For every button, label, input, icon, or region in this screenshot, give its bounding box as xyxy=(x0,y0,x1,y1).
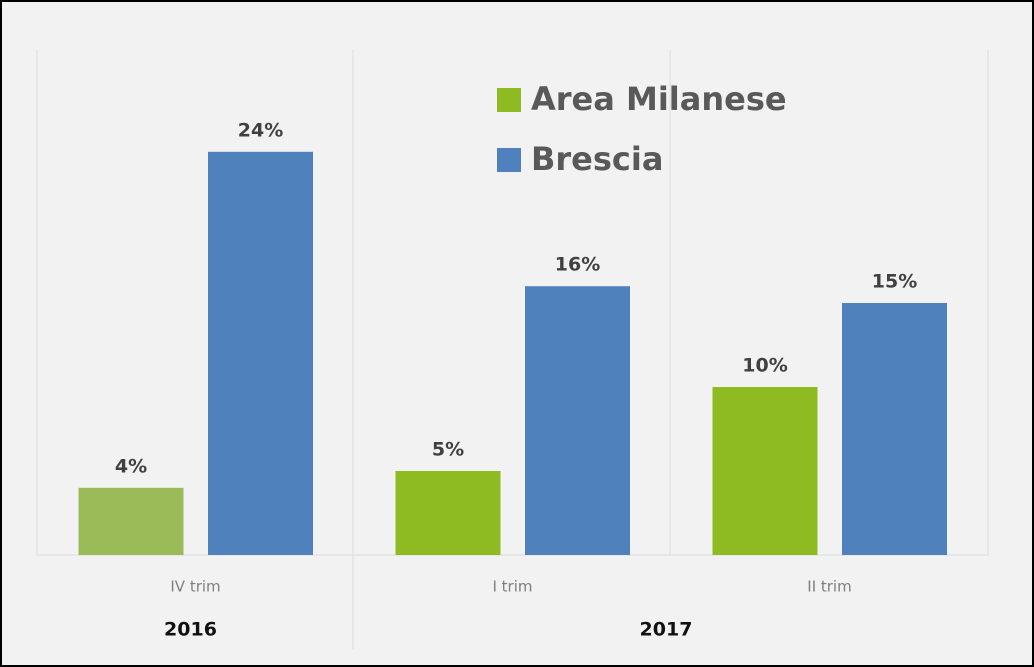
data-label: 4% xyxy=(115,455,147,477)
x-tick-label: II trim xyxy=(807,578,851,596)
legend-label: Brescia xyxy=(531,140,663,178)
data-label: 10% xyxy=(742,355,787,377)
bar xyxy=(712,387,818,555)
legend-swatch xyxy=(497,148,521,172)
bar xyxy=(208,151,313,556)
bar xyxy=(842,303,947,555)
bar xyxy=(525,286,630,555)
data-label: 15% xyxy=(872,271,917,293)
data-label: 5% xyxy=(432,439,464,461)
bar xyxy=(395,471,501,555)
data-label: 24% xyxy=(238,119,283,141)
group-label: 2016 xyxy=(164,619,217,641)
group-label: 2017 xyxy=(640,619,693,641)
legend-label: Area Milanese xyxy=(531,80,787,118)
legend-swatch xyxy=(497,88,521,112)
x-tick-label: I trim xyxy=(492,578,532,596)
x-tick-label: IV trim xyxy=(170,578,220,596)
bar xyxy=(78,487,184,555)
data-label: 16% xyxy=(555,254,600,276)
